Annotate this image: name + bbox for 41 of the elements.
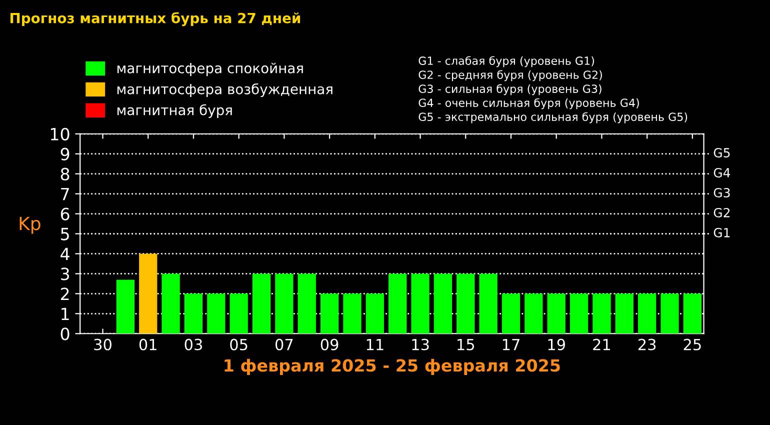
y-tick-label: 9 xyxy=(60,148,70,160)
x-tick-label: 19 xyxy=(548,338,566,350)
y-tick-label: 0 xyxy=(60,328,70,340)
x-tick-label: 23 xyxy=(638,338,656,350)
ref-line-label: G4 xyxy=(714,168,730,178)
ref-line-label: G5 xyxy=(714,148,730,158)
x-tick-label: 30 xyxy=(94,338,112,350)
y-tick-label: 5 xyxy=(61,228,69,240)
ref-line-label: G3 xyxy=(714,188,730,198)
x-tick-label: 21 xyxy=(593,338,610,350)
ref-line-label: G2 xyxy=(714,208,730,218)
y-tick-label: 4 xyxy=(60,248,70,260)
x-tick-label: 07 xyxy=(275,338,293,350)
x-axis-title: 1 февраля 2025 - 25 февраля 2025 xyxy=(224,358,560,375)
x-tick-label: 11 xyxy=(366,338,384,350)
x-tick-label: 01 xyxy=(139,338,156,350)
y-tick-label: 10 xyxy=(50,128,70,140)
chart-title: Прогноз магнитных бурь на 27 дней xyxy=(10,12,300,26)
y-tick-label: 7 xyxy=(61,188,69,200)
x-tick-label: 09 xyxy=(320,338,338,350)
y-tick-label: 1 xyxy=(62,308,69,320)
y-axis-title: Kp xyxy=(20,216,40,234)
y-tick-label: 8 xyxy=(60,168,70,180)
text: G2 - средняя буря (уровень G2) xyxy=(418,70,602,82)
x-tick-label: 17 xyxy=(502,338,520,350)
legend-label: магнитосфера спокойная xyxy=(117,62,303,76)
text: G4 - очень сильная буря (уровень G4) xyxy=(418,98,639,110)
x-tick-label: 15 xyxy=(458,338,474,350)
legend-label: магнитосфера возбужденная xyxy=(117,83,332,98)
y-tick-label: 6 xyxy=(60,208,70,220)
y-tick-label: 3 xyxy=(61,268,70,280)
x-tick-label: 13 xyxy=(412,338,429,350)
x-tick-label: 05 xyxy=(230,338,248,350)
text: G3 - сильная буря (уровень G3) xyxy=(418,84,602,96)
legend-label: магнитная буря xyxy=(117,104,232,118)
text: G1 - слабая буря (уровень G1) xyxy=(418,56,594,68)
x-tick-label: 03 xyxy=(184,338,202,350)
text: G5 - экстремально сильная буря (уровень G5) xyxy=(418,112,688,124)
y-tick-label: 2 xyxy=(60,288,69,300)
x-tick-label: 25 xyxy=(684,338,701,350)
ref-line-label: G1 xyxy=(714,228,730,238)
